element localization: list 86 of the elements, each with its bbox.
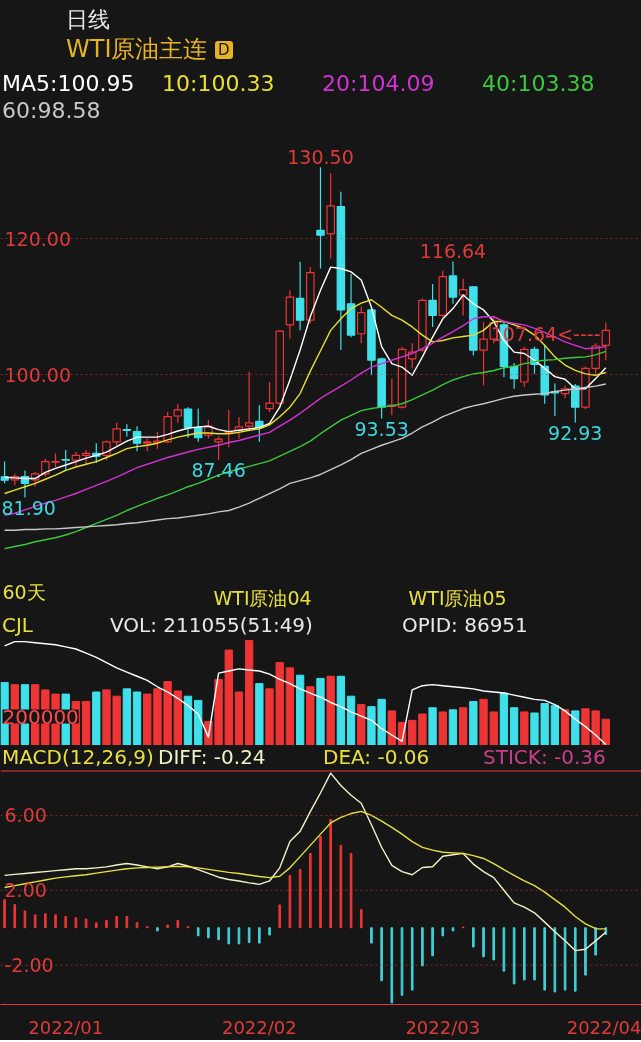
text: 10:100.33 — [162, 70, 276, 97]
line-series — [3, 299, 607, 495]
candlestick — [356, 305, 366, 344]
candlestick — [214, 435, 223, 461]
x-tick-label: 2022/04 — [566, 1016, 641, 1038]
bar — [357, 704, 366, 745]
annotation: STICK: -0.36 — [483, 745, 606, 770]
annotation: 92.93 — [548, 421, 603, 444]
annotation: WTI原油04 — [213, 586, 312, 609]
x-tick-label: 2022/01 — [28, 1016, 104, 1038]
bar — [336, 675, 346, 745]
bar — [285, 667, 295, 745]
chart-subtitle: WTI原油主连 — [66, 35, 208, 63]
candlestick — [0, 460, 9, 484]
text: DIFF: -0.24 — [158, 745, 267, 770]
bar — [428, 707, 437, 745]
annotation: 60天 — [2, 580, 46, 603]
bar — [458, 707, 468, 745]
chart-title: MACD(12,26,9) — [1, 745, 155, 770]
annotation: 87.46 — [191, 458, 246, 481]
bar — [122, 688, 132, 745]
bar — [132, 691, 142, 745]
bar — [571, 710, 580, 745]
candlestick — [81, 449, 91, 465]
chart-title: CJL — [1, 612, 34, 638]
bar — [346, 695, 356, 745]
bar — [448, 709, 458, 745]
bar — [387, 710, 396, 745]
line-series — [3, 810, 607, 930]
y-tick-label: -2.00 — [4, 954, 54, 977]
text: 60:98.58 — [2, 97, 102, 124]
candlestick — [570, 383, 580, 424]
text: DEA: -0.06 — [323, 745, 431, 770]
candlestick — [265, 381, 274, 413]
x-tick-label: 2022/02 — [221, 1016, 297, 1038]
y-tick-label: 6.00 — [4, 804, 47, 827]
bar — [295, 674, 305, 745]
bar — [244, 640, 254, 745]
candlestick — [295, 261, 305, 331]
text: 40:103.38 — [482, 70, 596, 97]
y-tick-label: 2.00 — [4, 879, 47, 902]
bar — [326, 675, 335, 745]
candlestick — [448, 260, 458, 305]
annotation: 200000 — [2, 704, 79, 729]
bar — [316, 677, 325, 745]
text: D — [215, 41, 233, 59]
bar — [520, 711, 529, 745]
bar — [194, 699, 203, 745]
bar — [306, 686, 315, 745]
bar — [255, 683, 264, 745]
text: OPID: 86951 — [402, 612, 529, 638]
candlestick — [61, 449, 70, 471]
text: VOL: 211055(51:49) — [110, 612, 314, 638]
y-tick-label: 100.00 — [4, 363, 71, 386]
chart-title: 日线 — [66, 6, 111, 34]
annotation: WTI原油05 — [408, 586, 507, 609]
bar — [601, 718, 610, 745]
bar — [560, 709, 570, 745]
bar — [550, 705, 560, 745]
bar — [183, 695, 193, 745]
bar — [92, 691, 101, 745]
bar — [469, 700, 478, 745]
candlestick — [458, 278, 468, 316]
candlestick — [428, 283, 437, 328]
candlestick — [173, 403, 183, 424]
bar — [173, 690, 182, 745]
candlestick — [122, 423, 132, 438]
annotation: 130.50 — [287, 146, 354, 169]
bar — [234, 691, 244, 745]
line-series — [3, 772, 607, 952]
candlestick — [316, 166, 325, 270]
annotation: 116.64 — [419, 240, 487, 263]
y-tick-label: 120.00 — [4, 227, 71, 250]
text: 20:104.09 — [322, 70, 436, 97]
text: MA5:100.95 — [2, 70, 136, 97]
x-tick-label: 2022/03 — [405, 1016, 481, 1038]
line-series — [3, 383, 607, 531]
bar — [509, 707, 519, 745]
bar — [81, 700, 91, 745]
candlestick — [112, 422, 121, 446]
candlestick — [479, 321, 488, 387]
candlestick — [244, 371, 254, 431]
bar — [499, 692, 509, 745]
candlestick — [601, 322, 611, 361]
annotation: 93.53 — [354, 417, 409, 440]
bar — [438, 711, 447, 745]
